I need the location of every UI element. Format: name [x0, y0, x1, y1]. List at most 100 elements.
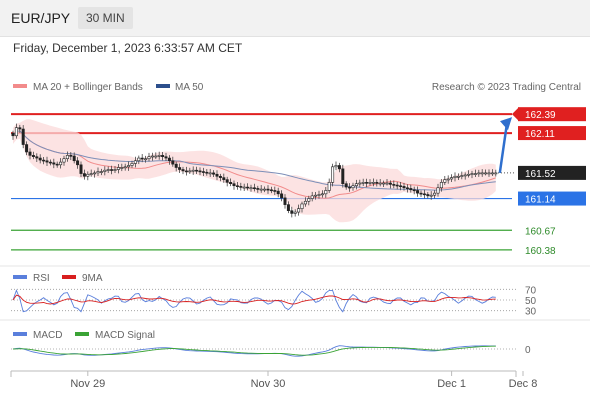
candle: [116, 167, 120, 170]
candle: [52, 162, 56, 165]
candle: [215, 173, 219, 177]
candle: [300, 203, 304, 209]
candle: [164, 156, 168, 159]
candle: [130, 163, 134, 166]
candle: [191, 169, 195, 172]
timeframe-button[interactable]: 30 MIN: [78, 7, 133, 29]
candle: [137, 157, 141, 162]
candle: [310, 195, 314, 199]
candle: [133, 160, 137, 164]
candle: [337, 165, 341, 170]
candle: [361, 182, 365, 184]
candle: [283, 197, 287, 205]
x-tick-label: Dec 1: [437, 378, 466, 390]
candle: [249, 187, 253, 190]
symbol-title: EUR/JPY: [11, 10, 71, 26]
candle: [154, 155, 158, 158]
candle: [405, 187, 409, 190]
candle: [201, 171, 205, 173]
candle: [388, 182, 392, 185]
candle: [120, 167, 124, 169]
candle: [82, 173, 86, 177]
legend-swatch: [156, 84, 170, 88]
candle: [266, 188, 270, 191]
legend-label: MA 20 + Bollinger Bands: [33, 82, 143, 93]
candle: [239, 186, 243, 188]
level-badge-resistance: [518, 107, 586, 122]
candle: [375, 182, 379, 184]
ma50-line: [12, 130, 496, 191]
legend-label: 9MA: [82, 273, 103, 284]
candle: [178, 167, 182, 170]
candle: [150, 155, 154, 158]
candle: [402, 186, 406, 189]
candle: [354, 183, 358, 187]
candle: [426, 194, 430, 197]
candle: [416, 190, 420, 194]
candle: [229, 182, 233, 185]
candle: [378, 182, 382, 185]
level-label-resistance: 162.39: [525, 110, 556, 121]
level-label-support: 160.38: [525, 246, 556, 257]
candle: [259, 188, 263, 191]
candle: [494, 172, 498, 175]
candle: [18, 127, 22, 130]
legend-swatch: [75, 332, 89, 336]
candle: [317, 194, 321, 196]
legend-swatch: [13, 332, 27, 336]
candle: [297, 208, 301, 213]
candle: [467, 173, 471, 176]
candle: [453, 175, 457, 178]
rsi-ma-line: [12, 294, 496, 305]
candle: [113, 169, 117, 171]
level-label-support: 160.67: [525, 226, 556, 237]
candle: [93, 172, 97, 175]
candle: [225, 179, 229, 183]
candle: [293, 211, 297, 214]
candle: [205, 171, 209, 174]
candle: [385, 182, 389, 185]
candle: [25, 144, 29, 153]
candle: [14, 127, 18, 137]
candle: [147, 156, 151, 160]
candle: [171, 160, 175, 165]
last-price-badge: [518, 165, 586, 180]
candle: [103, 169, 107, 172]
rsi-level-label: 50: [525, 296, 537, 307]
candle: [348, 186, 352, 189]
candle: [307, 198, 311, 202]
candle: [38, 157, 42, 161]
candle: [35, 156, 39, 159]
candle: [184, 170, 188, 173]
candle: [487, 172, 491, 175]
candle: [96, 171, 100, 174]
macd-line: [12, 345, 496, 357]
candle: [140, 157, 144, 160]
ma20-line: [12, 130, 496, 199]
candle: [157, 155, 161, 157]
legend-label: MACD Signal: [95, 330, 155, 341]
candle: [436, 187, 440, 194]
candle: [48, 161, 52, 164]
candle: [392, 184, 396, 186]
candle: [314, 194, 318, 197]
candle: [246, 186, 250, 189]
candle: [110, 169, 114, 171]
level-badge-pointer: [512, 108, 518, 121]
candle: [242, 186, 246, 189]
candle: [412, 189, 416, 192]
macd-zero-label: 0: [525, 345, 531, 356]
rsi-level-label: 30: [525, 307, 537, 318]
candle: [473, 173, 477, 175]
candle: [433, 192, 437, 196]
candle: [409, 188, 413, 191]
candle: [188, 170, 192, 173]
candle: [460, 175, 464, 177]
candle: [280, 193, 284, 199]
legend-swatch: [13, 275, 27, 279]
level-label-resistance: 162.11: [525, 129, 555, 140]
candle: [59, 161, 63, 166]
candle: [212, 172, 216, 175]
legend-label: RSI: [33, 273, 50, 284]
